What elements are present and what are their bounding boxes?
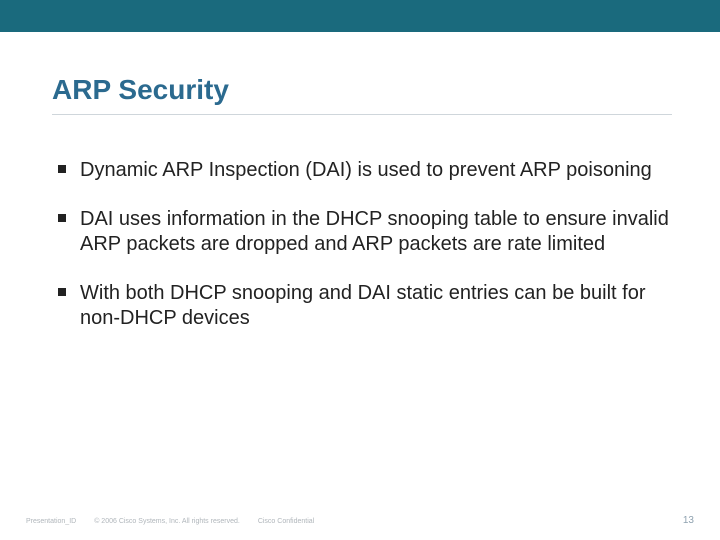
footer-left: Presentation_ID © 2006 Cisco Systems, In… [26, 518, 314, 525]
footer-confidential: Cisco Confidential [258, 518, 314, 525]
bullet-item: With both DHCP snooping and DAI static e… [58, 281, 678, 331]
bullet-list: Dynamic ARP Inspection (DAI) is used to … [58, 158, 678, 355]
title-underline [52, 114, 672, 115]
page-number: 13 [683, 515, 694, 526]
slide: ARP Security Dynamic ARP Inspection (DAI… [0, 0, 720, 540]
slide-title: ARP Security [52, 74, 229, 106]
footer: Presentation_ID © 2006 Cisco Systems, In… [26, 515, 694, 526]
top-bar [0, 0, 720, 32]
bullet-item: Dynamic ARP Inspection (DAI) is used to … [58, 158, 678, 183]
bullet-item: DAI uses information in the DHCP snoopin… [58, 207, 678, 257]
footer-copyright: © 2006 Cisco Systems, Inc. All rights re… [94, 518, 240, 525]
footer-presentation-id: Presentation_ID [26, 518, 76, 525]
